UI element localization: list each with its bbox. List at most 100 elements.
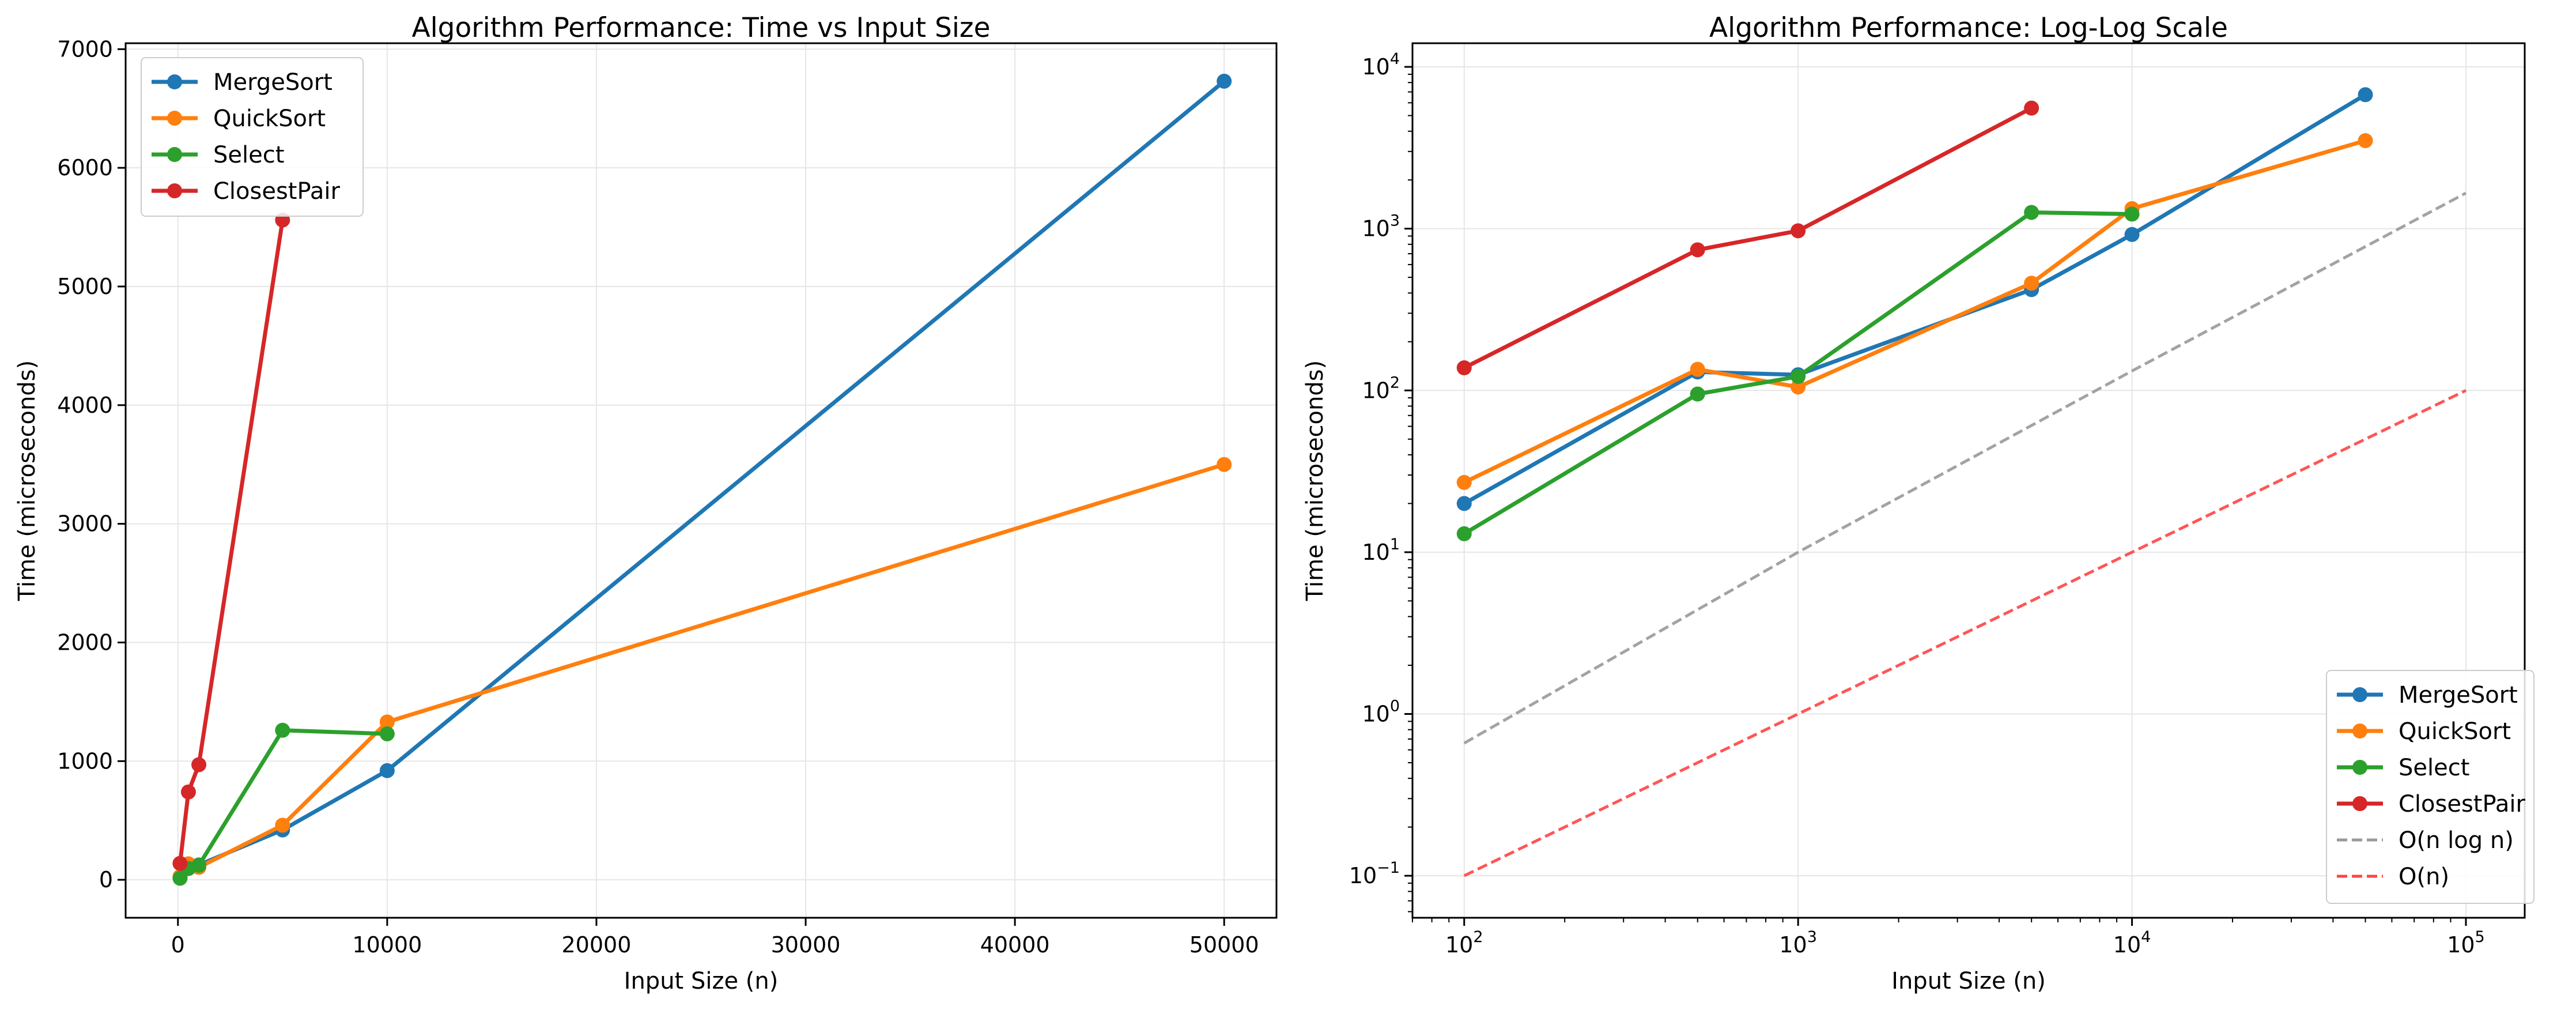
grid (126, 43, 1276, 918)
series-o-n (1463, 389, 2467, 877)
legend: MergeSort QuickSort Select ClosestPair O(n l… (2326, 670, 2535, 904)
axes-frame (124, 42, 1278, 919)
x-tick-label: 40000 (980, 932, 1050, 958)
series-line-quicksort (178, 462, 1225, 878)
y-axis-label: Time (microseconds) (1302, 360, 1328, 601)
x-tick-label: 20000 (562, 932, 632, 958)
data-point-quicksort (2358, 133, 2373, 148)
linear-chart: Algorithm Performance: Time vs Input Siz… (14, 12, 1278, 994)
legend-label-closestpair: ClosestPair (213, 178, 340, 205)
x-tick-label: 30000 (771, 932, 841, 958)
legend: MergeSort QuickSort Select ClosestPair (141, 57, 364, 217)
legend-label-select: Select (2399, 755, 2469, 781)
y-tick-label: 103 (1362, 212, 1400, 242)
x-tick-label: 103 (1779, 928, 1817, 958)
data-point-select (1690, 386, 1705, 402)
data-point-quicksort (275, 817, 290, 833)
series-closestpair (1456, 100, 2039, 376)
legend-marker-mergesort (167, 74, 182, 89)
series-o-n-log-n (1463, 191, 2467, 745)
legend-marker-closestpair (167, 183, 182, 198)
data-point-quicksort (2024, 276, 2039, 291)
series-mergesort (1456, 87, 2373, 511)
legend-label-closestpair: ClosestPair (2399, 791, 2525, 817)
legend-label-o-n-log-n: O(n log n) (2399, 827, 2514, 854)
x-tick-label: 0 (171, 932, 185, 958)
y-tick-label: 101 (1362, 536, 1400, 565)
data-point-quicksort (1791, 379, 1806, 395)
data-point-quicksort (1217, 457, 1232, 472)
data-point-select (172, 870, 188, 886)
data-point-quicksort (1690, 361, 1705, 377)
data-point-select (2024, 205, 2039, 220)
data-point-closestpair (1456, 360, 1472, 376)
x-tick-label: 104 (2113, 928, 2151, 958)
data-point-closestpair (1791, 223, 1806, 239)
data-point-closestpair (191, 757, 207, 772)
x-axis-label: Input Size (n) (1891, 968, 2046, 994)
legend-marker-quicksort (2352, 723, 2367, 738)
legend-box (2326, 670, 2535, 904)
legend-label-quicksort: QuickSort (213, 105, 326, 132)
legend-marker-closestpair (2352, 796, 2367, 811)
data-point-closestpair (180, 784, 196, 800)
x-tick-label: 105 (2447, 928, 2485, 958)
y-tick-label: 2000 (57, 630, 113, 655)
legend-label-mergesort: MergeSort (213, 69, 333, 96)
data-point-select (379, 726, 395, 741)
data-point-select (1791, 369, 1806, 385)
data-point-mergesort (2358, 87, 2373, 103)
chart-title: Algorithm Performance: Log-Log Scale (1709, 12, 2228, 44)
legend-label-select: Select (213, 142, 284, 168)
series-line-closestpair (1463, 106, 2033, 370)
y-tick-label: 4000 (57, 393, 113, 418)
y-tick-label: 102 (1362, 374, 1400, 403)
series-group (172, 73, 1232, 886)
legend-label-quicksort: QuickSort (2399, 718, 2511, 745)
x-tick-label: 10000 (352, 932, 422, 958)
x-tick-label: 102 (1445, 928, 1483, 958)
series-quicksort (1456, 133, 2373, 490)
x-tick-label: 50000 (1189, 932, 1259, 958)
data-point-closestpair (172, 856, 188, 871)
y-tick-label: 104 (1362, 50, 1400, 80)
series-line-closestpair (177, 220, 285, 864)
data-point-quicksort (379, 714, 395, 730)
y-tick-label: 1000 (57, 748, 113, 774)
legend-marker-quicksort (167, 111, 182, 126)
y-axis-label: Time (microseconds) (14, 360, 40, 601)
data-point-mergesort (379, 763, 395, 778)
series-closestpair (172, 212, 290, 871)
chart-title: Algorithm Performance: Time vs Input Siz… (411, 12, 990, 44)
series-line-mergesort (1463, 93, 2367, 506)
series-line-o-n (1463, 389, 2467, 877)
y-tick-label: 3000 (57, 511, 113, 537)
data-point-select (191, 858, 207, 873)
data-point-closestpair (1690, 242, 1705, 258)
data-point-quicksort (1456, 474, 1472, 490)
legend-box (141, 57, 364, 217)
data-point-mergesort (1456, 496, 1472, 511)
y-tick-label: 6000 (57, 155, 113, 180)
series-quicksort (172, 457, 1232, 884)
y-tick-label: 100 (1362, 698, 1400, 727)
series-select (1456, 205, 2140, 541)
data-point-mergesort (2124, 227, 2140, 242)
legend-marker-mergesort (2352, 687, 2367, 702)
legend-label-o-n: O(n) (2399, 864, 2449, 890)
y-tick-label: 10−1 (1349, 859, 1400, 888)
legend-marker-select (167, 147, 182, 162)
loglog-chart: Algorithm Performance: Log-Log Scale 102 1… (1302, 12, 2535, 994)
data-point-select (1456, 526, 1472, 541)
data-point-select (2124, 206, 2140, 222)
y-tick-label: 0 (99, 867, 113, 892)
axes-frame (1411, 42, 2526, 919)
series-group (1456, 87, 2467, 877)
data-point-select (275, 722, 290, 738)
series-select (172, 722, 395, 886)
legend-label-mergesort: MergeSort (2399, 682, 2518, 708)
y-tick-label: 7000 (57, 36, 113, 62)
legend-marker-select (2352, 760, 2367, 775)
data-point-closestpair (2024, 100, 2039, 116)
